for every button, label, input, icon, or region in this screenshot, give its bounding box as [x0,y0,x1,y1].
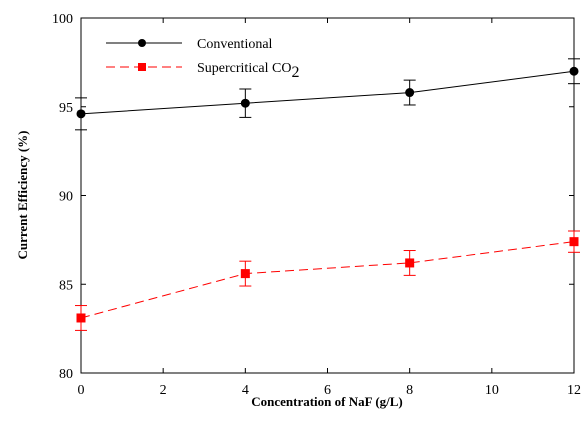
series-0 [75,58,580,131]
x-axis-title: Concentration of NaF (g/L) [251,394,403,409]
data-point [240,269,250,279]
data-point [405,258,415,268]
y-tick-labels: 80 85 90 95 100 [52,12,73,382]
legend-marker-supercritical [138,63,146,71]
x-tick-label: 0 [78,383,85,398]
series-layer [75,58,580,331]
tick-marks [80,17,575,374]
legend-item-conventional: Conventional [106,37,273,52]
x-tick-label: 4 [242,383,249,398]
series-line [80,241,575,319]
y-axis-title: Current Efficiency (%) [15,130,30,259]
series-1 [75,230,580,331]
x-tick-label: 12 [567,383,581,398]
legend-marker-conventional [138,39,146,47]
series-line [80,70,575,115]
y-tick-label: 85 [59,278,73,293]
legend-label-supercritical-sub: 2 [291,64,299,81]
legend-label-conventional: Conventional [197,37,273,52]
x-tick-label: 10 [485,383,499,398]
data-point [569,237,579,247]
legend-label-supercritical-main: Supercritical CO [197,61,291,76]
y-tick-label: 100 [52,12,73,27]
plot-frame [80,17,575,374]
data-point [569,66,579,76]
data-point [76,109,86,119]
y-tick-label: 80 [59,367,73,382]
y-tick-label: 95 [59,101,73,116]
data-point [240,98,250,108]
x-tick-label: 2 [160,383,167,398]
x-tick-labels: 0 2 4 6 8 10 12 [78,383,582,398]
y-tick-label: 90 [59,190,73,205]
legend-item-supercritical: Supercritical CO2 [106,61,299,81]
x-tick-label: 8 [406,383,413,398]
x-tick-label: 6 [324,383,331,398]
legend: Conventional Supercritical CO2 [106,37,299,81]
legend-label-supercritical: Supercritical CO2 [197,61,299,81]
data-point [76,313,86,323]
data-point [405,88,415,98]
